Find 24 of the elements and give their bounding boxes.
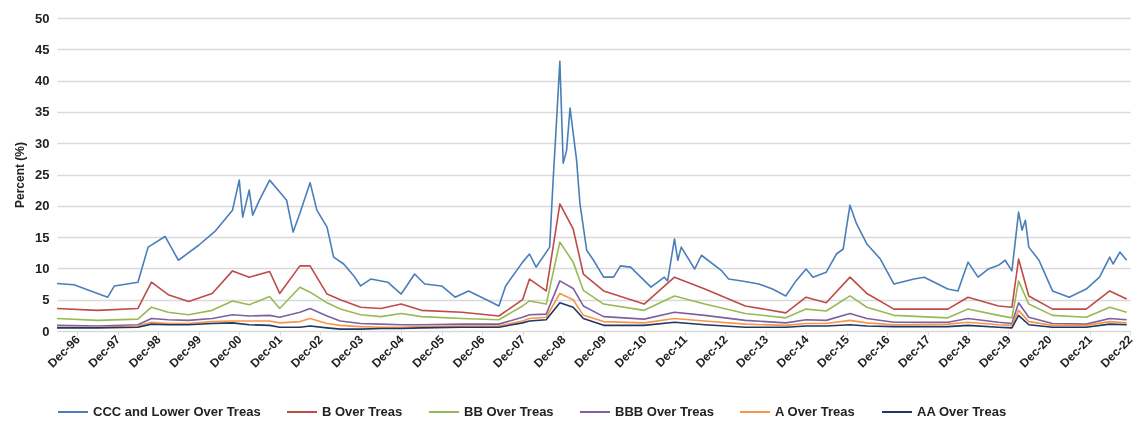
legend-label: BB Over Treas (464, 404, 554, 419)
y-tick-label: 35 (35, 104, 50, 120)
y-tick-label: 10 (35, 260, 50, 276)
y-tick-label: 5 (42, 292, 50, 308)
legend-label: A Over Treas (775, 404, 855, 419)
y-tick-label: 40 (35, 73, 50, 89)
line-series (57, 60, 1128, 307)
line-series (57, 280, 1128, 327)
y-tick-label: 45 (35, 41, 50, 57)
line-series (57, 203, 1128, 317)
y-tick-label: 30 (35, 135, 50, 151)
y-tick-label: 20 (35, 198, 50, 214)
legend-label: B Over Treas (322, 404, 403, 419)
legend-label: AA Over Treas (917, 404, 1007, 419)
legend-label: BBB Over Treas (615, 404, 714, 419)
y-tick-label: 50 (35, 10, 50, 26)
y-axis-title: Percent (%) (13, 141, 28, 209)
line-series (57, 302, 1128, 330)
y-tick-label: 15 (35, 229, 50, 245)
y-tick-label: 25 (35, 167, 50, 182)
legend-label: CCC and Lower Over Treas (93, 404, 261, 419)
y-tick-label: 0 (42, 323, 50, 339)
line-series (57, 292, 1128, 329)
line-series (57, 241, 1128, 322)
